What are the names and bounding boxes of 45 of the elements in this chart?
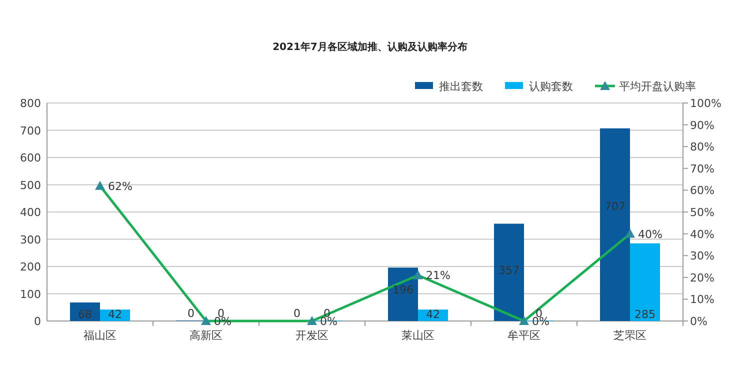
data-label: 68 — [78, 308, 92, 321]
y2-tick-label: 0% — [690, 315, 708, 328]
y2-tick-label: 10% — [690, 293, 714, 306]
y2-tick-label: 80% — [690, 140, 714, 154]
data-label: 707 — [604, 200, 626, 213]
data-label: 357 — [498, 264, 520, 277]
data-label: 285 — [634, 308, 656, 321]
legend-label: 认购套数 — [529, 80, 573, 93]
y-tick-label: 200 — [20, 260, 41, 274]
legend-label: 平均开盘认购率 — [619, 80, 696, 93]
y-tick-label: 800 — [20, 97, 41, 110]
x-tick-label: 牟平区 — [508, 329, 540, 342]
bar — [630, 243, 660, 321]
chart-title: 2021年7月各区域加推、认购及认购率分布 — [272, 41, 468, 53]
x-tick-label: 芝罘区 — [614, 329, 646, 342]
data-label: 62% — [108, 180, 132, 193]
y-tick-label: 100 — [20, 288, 41, 301]
x-tick-label: 开发区 — [296, 329, 328, 342]
y2-tick-label: 40% — [690, 228, 714, 241]
data-label: 196 — [392, 284, 414, 297]
y2-tick-label: 50% — [690, 206, 714, 219]
x-tick-label: 莱山区 — [402, 329, 434, 342]
y2-tick-label: 100% — [690, 97, 722, 110]
data-label: 0 — [188, 307, 194, 320]
x-tick-label: 福山区 — [84, 329, 116, 342]
y-tick-label: 500 — [20, 178, 41, 192]
y-tick-label: 300 — [20, 233, 41, 246]
bar — [600, 128, 630, 321]
y-tick-label: 700 — [20, 124, 41, 138]
data-label: 42 — [426, 308, 440, 321]
y-tick-label: 600 — [20, 152, 41, 164]
x-tick-label: 高新区 — [190, 329, 222, 342]
y-tick-label: 400 — [20, 206, 41, 219]
y2-tick-label: 30% — [690, 250, 714, 263]
data-label: 21% — [426, 269, 450, 282]
y2-tick-label: 90% — [690, 118, 714, 132]
data-label: 40% — [638, 228, 662, 241]
legend-label: 推出套数 — [439, 80, 483, 93]
y2-tick-label: 60% — [690, 184, 714, 198]
data-label: 0 — [294, 307, 300, 320]
y2-tick-label: 20% — [690, 271, 714, 284]
y-tick-label: 0 — [34, 315, 41, 328]
y2-tick-label: 70% — [690, 162, 714, 176]
bar — [494, 224, 524, 321]
data-label: 42 — [108, 308, 122, 321]
